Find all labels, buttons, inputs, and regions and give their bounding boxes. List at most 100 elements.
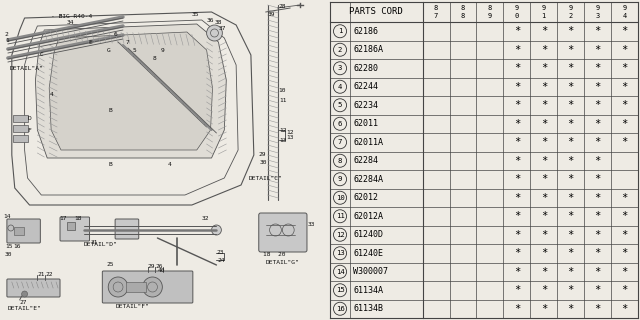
Text: *: * [595, 193, 601, 203]
Text: *: * [568, 45, 574, 55]
Bar [13, 125, 28, 132]
Text: *: * [568, 193, 574, 203]
Text: 22: 22 [45, 271, 52, 276]
Text: 31: 31 [90, 239, 98, 244]
Text: 38: 38 [214, 20, 222, 25]
Text: 16: 16 [335, 306, 344, 312]
Text: *: * [514, 137, 520, 147]
Text: *: * [514, 82, 520, 92]
Text: 62244: 62244 [353, 82, 378, 91]
Text: 2: 2 [5, 31, 9, 36]
Text: 62284A: 62284A [353, 175, 383, 184]
Text: *: * [595, 63, 601, 73]
Text: 9: 9 [161, 47, 164, 52]
Text: F: F [28, 127, 31, 132]
Text: 17: 17 [59, 215, 67, 220]
Bar [14, 227, 24, 235]
Text: *: * [541, 248, 547, 258]
Text: *: * [514, 285, 520, 295]
Text: *: * [621, 137, 628, 147]
Text: *: * [595, 211, 601, 221]
Text: *: * [568, 63, 574, 73]
Text: *: * [621, 100, 628, 110]
Text: *: * [568, 137, 574, 147]
Text: *: * [621, 211, 628, 221]
Text: C: C [39, 52, 43, 58]
Circle shape [143, 277, 163, 297]
Text: *: * [621, 248, 628, 258]
Text: 62234: 62234 [353, 101, 378, 110]
Text: *: * [514, 193, 520, 203]
Text: 24: 24 [218, 258, 225, 262]
Text: *: * [541, 26, 547, 36]
Text: *: * [541, 304, 547, 314]
FancyBboxPatch shape [102, 271, 193, 303]
Text: 8
9: 8 9 [488, 5, 492, 19]
Text: 7: 7 [338, 139, 342, 145]
Circle shape [108, 277, 128, 297]
Text: 6: 6 [338, 121, 342, 127]
Text: 26: 26 [156, 263, 163, 268]
Text: *: * [621, 82, 628, 92]
Text: 23: 23 [216, 251, 224, 255]
Text: *: * [595, 304, 601, 314]
Text: DETAIL"E": DETAIL"E" [8, 306, 42, 310]
Text: *: * [595, 100, 601, 110]
Text: 14: 14 [3, 214, 10, 220]
FancyBboxPatch shape [7, 279, 60, 297]
Text: 9
3: 9 3 [595, 5, 600, 19]
Text: 9
0: 9 0 [515, 5, 519, 19]
Text: 3: 3 [59, 14, 63, 20]
Text: *: * [621, 267, 628, 277]
Text: 8
8: 8 8 [461, 5, 465, 19]
Text: DETAIL"A": DETAIL"A" [10, 66, 44, 70]
Text: *: * [595, 26, 601, 36]
Text: *: * [514, 100, 520, 110]
Text: DETAIL"C": DETAIL"C" [249, 175, 283, 180]
Text: *: * [621, 26, 628, 36]
Text: *: * [541, 211, 547, 221]
Text: 61134B: 61134B [353, 304, 383, 313]
Text: *: * [621, 230, 628, 240]
Text: *: * [568, 100, 574, 110]
Bar [13, 135, 28, 142]
Text: 9: 9 [338, 176, 342, 182]
Text: *: * [595, 119, 601, 129]
Text: 39: 39 [268, 12, 275, 17]
Text: *: * [568, 82, 574, 92]
Text: 34: 34 [67, 20, 74, 25]
Text: 32: 32 [202, 215, 209, 220]
Text: 15: 15 [5, 244, 12, 250]
Text: 21: 21 [37, 271, 45, 276]
Text: 62011: 62011 [353, 119, 378, 128]
Text: DETAIL"D": DETAIL"D" [84, 243, 117, 247]
Text: 40: 40 [157, 268, 165, 273]
Text: 61240E: 61240E [353, 249, 383, 258]
Text: 3: 3 [338, 65, 342, 71]
Text: 13: 13 [335, 250, 344, 256]
Text: 7: 7 [126, 39, 130, 44]
Text: 8
7: 8 7 [434, 5, 438, 19]
Text: *: * [595, 248, 601, 258]
Text: *: * [514, 119, 520, 129]
Text: *: * [514, 26, 520, 36]
Text: 9
1: 9 1 [541, 5, 546, 19]
Text: 10: 10 [278, 87, 286, 92]
Text: PARTS CORD: PARTS CORD [349, 7, 403, 17]
Text: *: * [595, 45, 601, 55]
Circle shape [207, 25, 222, 41]
Text: *: * [621, 193, 628, 203]
FancyBboxPatch shape [259, 213, 307, 252]
Text: G: G [106, 47, 110, 52]
Text: 16: 16 [13, 244, 20, 250]
Bar [67, 222, 75, 230]
Text: 62011A: 62011A [353, 138, 383, 147]
Text: *: * [568, 285, 574, 295]
Bar [13, 115, 28, 122]
Text: *: * [541, 100, 547, 110]
Text: *: * [621, 63, 628, 73]
Polygon shape [35, 24, 227, 158]
Text: 14: 14 [335, 269, 344, 275]
Text: 9
2: 9 2 [568, 5, 573, 19]
Circle shape [212, 225, 221, 235]
